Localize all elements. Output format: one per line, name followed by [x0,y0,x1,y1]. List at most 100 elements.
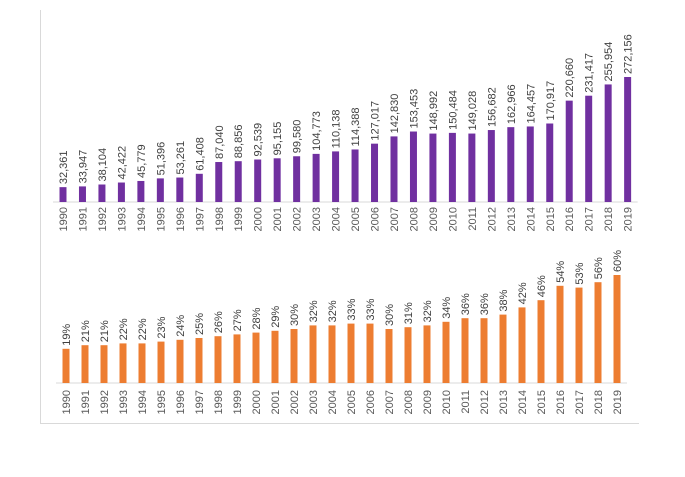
top-bar-2005 [351,149,359,202]
top-bar-2004 [332,151,340,202]
bottom-data-label-1990: 19% [61,324,73,346]
bottom-bar-chart: 19% 1990 21% 1991 21% 1992 22% 1993 22% 1994 23% 19… [56,250,627,414]
top-bar-2018 [604,84,612,202]
bottom-tick-label-1994: 1994 [137,390,149,414]
bottom-tick-label-2018: 2018 [593,390,605,414]
bottom-tick-label-2005: 2005 [346,390,358,414]
bottom-tick-label-1991: 1991 [80,390,92,414]
bottom-data-label-2007: 30% [384,304,396,326]
top-data-label-1990: 32,361 [58,150,70,184]
bottom-data-label-2016: 54% [555,261,567,283]
top-data-label-2002: 99,580 [292,120,304,154]
top-data-label-2018: 255,954 [603,42,615,82]
top-data-label-2010: 150,484 [447,90,459,130]
top-tick-label-2001: 2001 [272,207,284,231]
bottom-data-label-2015: 46% [536,275,548,297]
top-bar-1994 [137,180,145,202]
bottom-data-label-2000: 28% [251,307,263,329]
top-data-label-2017: 231,417 [584,53,596,93]
top-bar-chart: 32,361 1990 33,947 1991 38,104 1992 42,422 1993… [53,34,638,231]
bottom-bar-2001 [271,330,279,383]
top-data-label-1998: 87,040 [214,125,226,159]
bottom-bar-2004 [328,325,336,383]
bottom-data-label-1993: 22% [118,318,130,340]
top-tick-label-2008: 2008 [408,207,420,231]
top-data-label-2007: 142,830 [389,94,401,134]
bottom-data-label-2019: 60% [612,250,624,272]
bottom-tick-label-2002: 2002 [289,390,301,414]
top-tick-label-2014: 2014 [525,207,537,231]
top-tick-label-1996: 1996 [175,207,187,231]
bottom-bar-2011 [461,318,469,383]
top-tick-label-1997: 1997 [194,207,206,231]
top-bar-2015 [546,123,554,202]
top-data-label-1997: 61,408 [194,137,206,171]
top-tick-label-1998: 1998 [214,207,226,231]
bottom-tick-label-2011: 2011 [460,390,472,414]
bottom-data-label-2001: 29% [270,306,282,328]
top-data-label-2003: 104,773 [311,111,323,151]
bottom-bar-1991 [81,345,89,383]
bottom-data-label-2017: 53% [574,262,586,284]
bottom-tick-label-2000: 2000 [251,390,263,414]
bottom-tick-label-2006: 2006 [365,390,377,414]
top-bar-1996 [176,177,184,202]
top-bar-1992 [98,184,106,202]
top-tick-label-2019: 2019 [623,207,635,231]
top-tick-label-1991: 1991 [77,207,89,231]
bottom-data-label-2009: 32% [422,300,434,322]
bottom-bar-2000 [252,332,260,383]
top-bar-1999 [234,161,242,202]
bottom-bar-1999 [233,334,241,383]
top-bar-2008 [409,131,417,202]
bottom-tick-label-1997: 1997 [194,390,206,414]
bottom-data-label-2014: 42% [517,282,529,304]
bottom-bar-2016 [556,285,564,383]
bottom-bar-1995 [157,341,165,383]
bottom-data-label-1992: 21% [99,320,111,342]
bottom-bar-2012 [480,318,488,383]
bottom-bar-1997 [195,338,203,383]
top-data-label-1994: 45,779 [136,144,148,178]
top-data-label-1996: 53,261 [175,141,187,175]
bottom-data-label-1998: 26% [213,311,225,333]
top-data-label-2000: 92,539 [253,123,265,157]
bottom-data-label-2004: 32% [327,300,339,322]
bottom-data-label-2006: 33% [365,298,377,320]
bottom-data-label-1997: 25% [194,313,206,335]
bottom-bar-1990 [62,348,70,383]
bottom-bar-2009 [423,325,431,383]
top-tick-label-2007: 2007 [389,207,401,231]
bottom-tick-label-1998: 1998 [213,390,225,414]
bottom-data-label-2011: 36% [460,293,472,315]
top-tick-label-2009: 2009 [428,207,440,231]
bottom-tick-label-1990: 1990 [61,390,73,414]
bottom-data-label-2008: 31% [403,302,415,324]
bottom-tick-label-2016: 2016 [555,390,567,414]
top-data-label-1992: 38,104 [97,148,109,182]
bottom-bar-2019 [613,275,621,383]
bottom-tick-label-2008: 2008 [403,390,415,414]
bottom-tick-label-1995: 1995 [156,390,168,414]
top-tick-label-2013: 2013 [506,207,518,231]
bottom-data-label-2018: 56% [593,257,605,279]
bottom-bar-2007 [385,329,393,383]
top-tick-label-2017: 2017 [584,207,596,231]
bottom-data-label-2002: 30% [289,304,301,326]
top-data-label-1995: 51,396 [155,142,167,176]
bottom-tick-label-2012: 2012 [479,390,491,414]
top-data-label-2015: 170,917 [545,81,557,121]
top-data-label-1993: 42,422 [116,146,128,180]
bottom-tick-label-2004: 2004 [327,390,339,414]
bottom-bar-2013 [499,314,507,383]
top-data-label-2012: 156,682 [486,87,498,127]
bottom-bar-1992 [100,345,108,383]
top-data-label-2016: 220,660 [564,58,576,98]
bottom-tick-label-2003: 2003 [308,390,320,414]
top-data-label-2004: 110,138 [331,109,343,148]
top-bar-2002 [293,156,301,202]
bottom-bar-1996 [176,339,184,383]
top-bar-2017 [585,95,593,202]
top-tick-label-1990: 1990 [58,207,70,231]
